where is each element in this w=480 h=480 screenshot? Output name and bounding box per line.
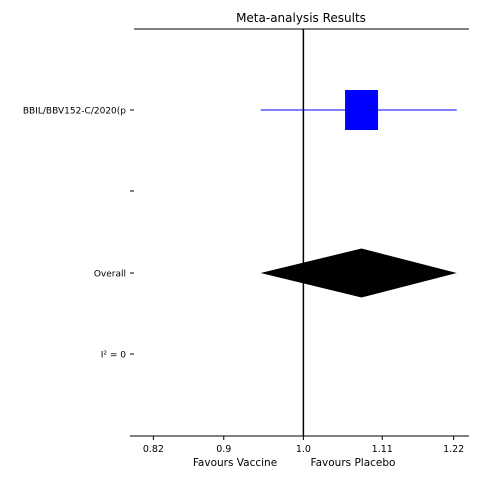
overall-diamond bbox=[260, 248, 457, 298]
x-tick-label: 1.11 bbox=[372, 444, 393, 455]
study-estimate-box bbox=[345, 90, 379, 130]
x-tick-label: 1.0 bbox=[296, 444, 311, 455]
x-tick-label: 1.22 bbox=[443, 444, 464, 455]
x-tick-label: 0.82 bbox=[143, 444, 164, 455]
y-tick-label: I² = 0 bbox=[101, 351, 127, 361]
y-tick-label: Overall bbox=[94, 270, 126, 280]
chart-title: Meta-analysis Results bbox=[236, 11, 366, 25]
x-tick-label: 0.9 bbox=[216, 444, 231, 455]
y-tick-label: BBIL/BBV152-C/2020(p bbox=[23, 107, 126, 117]
xlabel-right: Favours Placebo bbox=[311, 457, 396, 469]
xlabel-left: Favours Vaccine bbox=[193, 457, 277, 469]
